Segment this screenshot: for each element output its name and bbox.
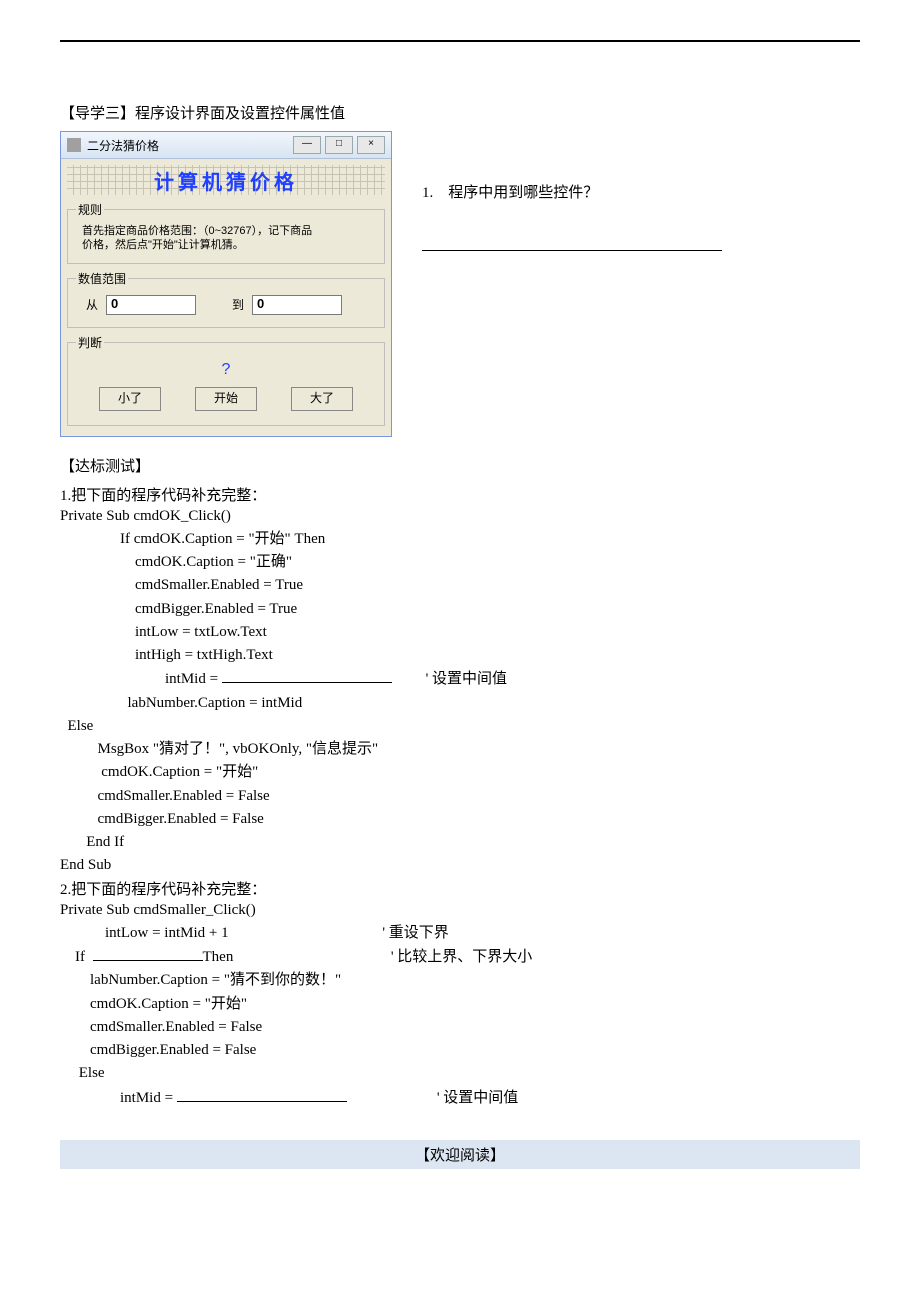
code-block-1: Private Sub cmdOK_Click() If cmdOK.Capti…	[60, 505, 860, 878]
minimize-button[interactable]: —	[293, 136, 321, 154]
banner-text: 计算机猜价格	[154, 166, 298, 195]
judge-label: ?	[76, 355, 376, 385]
section3-title: 【导学三】程序设计界面及设置控件属性值	[60, 102, 860, 123]
frame-judge-legend: 判断	[76, 334, 104, 351]
vb-form: 二分法猜价格 — □ × 计算机猜价格 规则 首先指定商品价格范围：（0~327…	[60, 131, 392, 437]
frame-range-legend: 数值范围	[76, 270, 128, 287]
blank-mid1	[222, 667, 392, 683]
btn-start[interactable]: 开始	[195, 387, 257, 411]
blank-if	[93, 945, 203, 961]
frame-rule: 规则 首先指定商品价格范围：（0~32767），记下商品 价格，然后点"开始"让…	[67, 201, 385, 264]
q2-lead: 2.把下面的程序代码补充完整：	[60, 878, 860, 899]
btn-bigger[interactable]: 大了	[291, 387, 353, 411]
app-icon	[67, 138, 81, 152]
question-controls: 1. 程序中用到哪些控件？	[422, 181, 860, 202]
titlebar: 二分法猜价格 — □ ×	[61, 132, 391, 159]
btn-smaller[interactable]: 小了	[99, 387, 161, 411]
test-title: 【达标测试】	[60, 455, 860, 476]
code-block-2: Private Sub cmdSmaller_Click() intLow = …	[60, 899, 860, 1110]
close-button[interactable]: ×	[357, 136, 385, 154]
rule-line2: 价格，然后点"开始"让计算机猜。	[82, 239, 244, 251]
frame-judge: 判断 ? 小了 开始 大了	[67, 334, 385, 426]
rule-line1: 首先指定商品价格范围：（0~32767），记下商品	[82, 225, 312, 237]
rule-text: 首先指定商品价格范围：（0~32767），记下商品 价格，然后点"开始"让计算机…	[76, 222, 376, 255]
maximize-button[interactable]: □	[325, 136, 353, 154]
frame-range: 数值范围 从 0 到 0	[67, 270, 385, 328]
footer: 【欢迎阅读】	[60, 1140, 860, 1169]
q1-lead: 1.把下面的程序代码补充完整：	[60, 484, 860, 505]
txt-high[interactable]: 0	[252, 295, 342, 315]
answer-blank	[422, 232, 722, 251]
label-from: 从	[86, 296, 98, 313]
banner: 计算机猜价格	[67, 165, 385, 195]
frame-rule-legend: 规则	[76, 201, 104, 218]
label-to: 到	[232, 296, 244, 313]
blank-mid2	[177, 1086, 347, 1102]
window-title: 二分法猜价格	[87, 137, 293, 154]
txt-low[interactable]: 0	[106, 295, 196, 315]
